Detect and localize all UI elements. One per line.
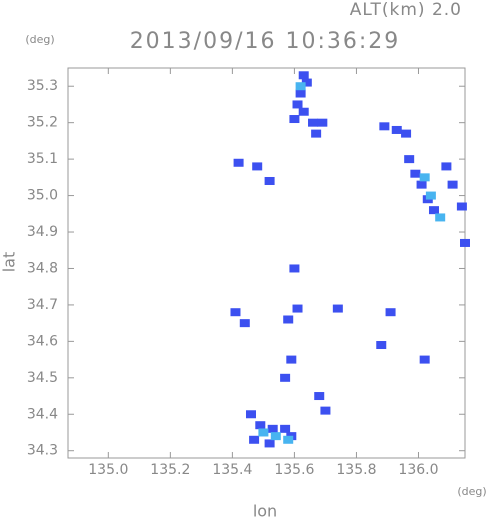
y-tick-label: 34.5 (27, 370, 58, 386)
x-tick-label: 135.0 (88, 462, 128, 478)
echo-point (456, 202, 467, 211)
echo-point (289, 264, 300, 273)
echo-point (301, 78, 312, 87)
echo-point (419, 173, 430, 182)
plot-frame (67, 67, 466, 459)
x-unit: (deg) (457, 485, 486, 498)
echo-point (298, 71, 309, 80)
echo-point (332, 304, 343, 313)
subtitle: ALT(km) 2.0 (350, 0, 462, 20)
y-tick-label: 35.2 (27, 115, 58, 131)
echo-point (419, 355, 430, 364)
x-axis-label: lon (253, 502, 277, 521)
echo-point (252, 162, 263, 171)
echo-point (286, 355, 297, 364)
echo-point (264, 176, 275, 185)
echo-point (320, 406, 331, 415)
echo-point (292, 100, 303, 109)
echo-point (311, 129, 322, 138)
x-tick-label: 135.8 (336, 462, 376, 478)
echo-point (230, 308, 241, 317)
echo-point (379, 122, 390, 131)
y-tick-label: 34.7 (27, 297, 58, 313)
echo-point (280, 424, 291, 433)
echo-point (404, 155, 415, 164)
echo-point (447, 180, 458, 189)
y-axis-label: lat (0, 252, 19, 273)
echo-point (317, 118, 328, 127)
echo-point (258, 428, 269, 437)
echo-point (233, 158, 244, 167)
chart-title: 2013/09/16 10:36:29 (130, 29, 401, 54)
echo-point (239, 319, 250, 328)
x-tick-label: 135.4 (212, 462, 252, 478)
echo-point (376, 341, 387, 350)
y-unit: (deg) (25, 33, 54, 46)
y-tick-label: 35.1 (27, 151, 58, 167)
echo-point (280, 373, 291, 382)
echo-point (264, 439, 275, 448)
echo-point (460, 238, 470, 247)
echo-point (308, 118, 319, 127)
echo-point (255, 421, 266, 430)
y-tick-label: 34.8 (27, 260, 58, 276)
echo-point (283, 435, 294, 444)
echo-point (295, 82, 306, 91)
y-tick-label: 35.3 (27, 78, 58, 94)
echo-point (267, 424, 278, 433)
echo-point (425, 191, 436, 200)
x-tick-label: 135.2 (150, 462, 190, 478)
echo-point (245, 410, 256, 419)
x-tick-label: 136.0 (398, 462, 438, 478)
echo-point (314, 392, 325, 401)
echo-point (249, 435, 260, 444)
echo-point (441, 162, 452, 171)
echo-point (428, 206, 439, 215)
echo-point (416, 180, 427, 189)
echo-point (435, 213, 446, 222)
x-tick-label: 135.6 (274, 462, 314, 478)
echo-point (270, 432, 281, 441)
echo-point (391, 125, 402, 134)
y-tick-label: 34.3 (27, 443, 58, 459)
y-tick-label: 34.6 (27, 333, 58, 349)
echo-point (410, 169, 421, 178)
echo-point (295, 89, 306, 98)
echo-point (385, 308, 396, 317)
y-tick-label: 34.9 (27, 224, 58, 240)
echo-point (289, 115, 300, 124)
echo-point (292, 304, 303, 313)
echo-point (283, 315, 294, 324)
y-tick-label: 35.0 (27, 188, 58, 204)
echo-point (401, 129, 412, 138)
echo-point (298, 107, 309, 116)
y-tick-label: 34.4 (27, 406, 58, 422)
